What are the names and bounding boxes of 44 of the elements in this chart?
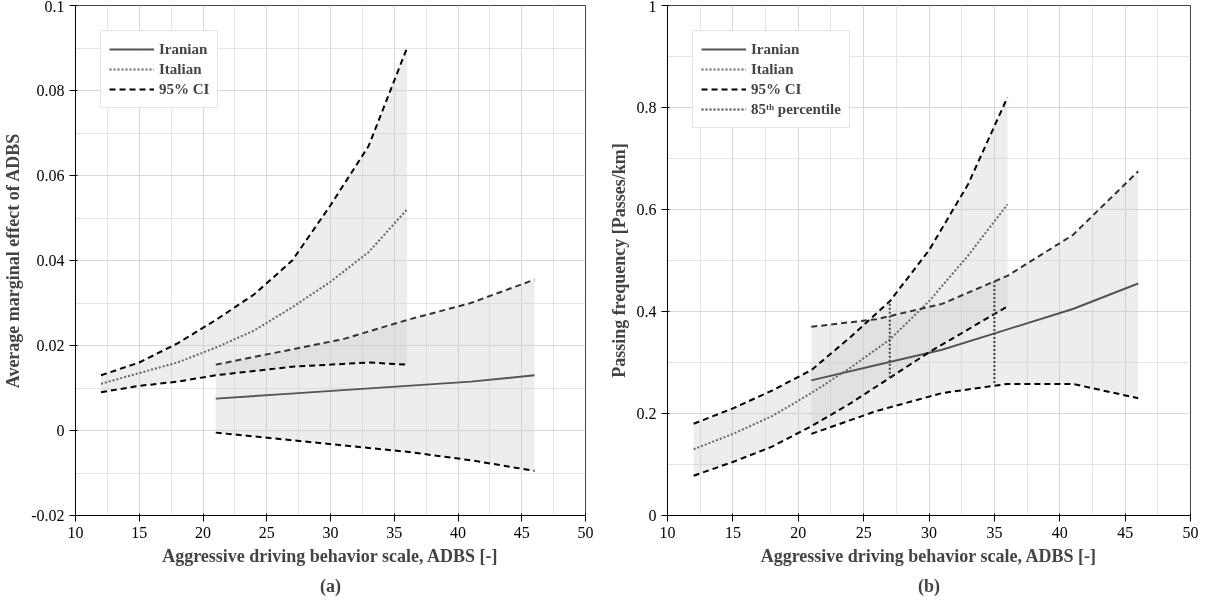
x-axis-title: Aggressive driving behavior scale, ADBS [-] — [162, 545, 498, 566]
x-tick-label: 15 — [724, 523, 741, 541]
text: (b) — [918, 575, 941, 597]
y-tick-label: 0.08 — [36, 82, 65, 99]
y-tick-label: -0.02 — [31, 507, 65, 524]
legend-label: Iranian — [159, 40, 208, 58]
x-tick-label: 50 — [1182, 523, 1199, 541]
legend-label: Italian — [751, 60, 794, 78]
x-axis-title: Aggressive driving behavior scale, ADBS [-] — [760, 545, 1097, 566]
x-tick-label: 40 — [1051, 523, 1068, 541]
legend-label: 95% CI — [751, 80, 802, 98]
x-tick-label: 10 — [659, 523, 676, 541]
y-tick-label: 0.4 — [636, 303, 657, 320]
x-tick-label: 35 — [986, 523, 1003, 541]
x-tick-label: 40 — [450, 523, 466, 541]
y-tick-label: 0.8 — [636, 99, 657, 116]
x-tick-label: 30 — [921, 523, 937, 541]
y-tick-label: 0.1 — [44, 0, 65, 15]
x-tick-label: 45 — [1117, 523, 1134, 541]
y-tick-label: 0.6 — [636, 201, 657, 218]
x-tick-label: 10 — [67, 523, 84, 541]
x-tick-label: 15 — [131, 523, 148, 541]
x-tick-label: 30 — [322, 523, 339, 541]
y-tick-label: 0.04 — [36, 252, 65, 269]
x-tick-label: 35 — [386, 523, 403, 541]
y-tick-label: 0.06 — [36, 167, 65, 184]
y-axis-title: Average marginal effect of ADBS — [3, 133, 24, 389]
legend-label: 85ᵗʰ percentile — [751, 100, 841, 118]
x-tick-label: 25 — [855, 523, 872, 541]
x-tick-label: 25 — [258, 523, 275, 541]
legend-label: 95% CI — [159, 80, 210, 98]
text: (a) — [320, 575, 342, 597]
y-tick-label: 0.02 — [36, 337, 65, 354]
y-tick-label: 0 — [648, 507, 657, 524]
x-tick-label: 20 — [790, 523, 807, 541]
x-tick-label: 50 — [577, 523, 594, 541]
x-tick-label: 45 — [513, 523, 530, 541]
legend-label: Italian — [159, 60, 202, 78]
legend-label: Iranian — [751, 40, 800, 58]
y-axis-title: Passing frequency [Passes/km] — [608, 143, 629, 378]
y-tick-label: 0 — [56, 422, 65, 439]
x-tick-label: 20 — [195, 523, 211, 541]
y-tick-label: 0.2 — [636, 405, 657, 422]
y-tick-label: 1 — [648, 0, 657, 15]
